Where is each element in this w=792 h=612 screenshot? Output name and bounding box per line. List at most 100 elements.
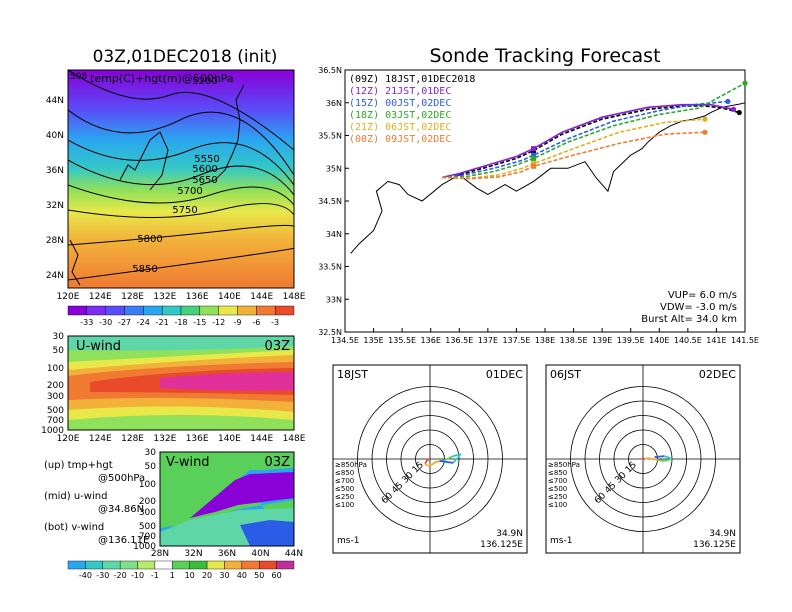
lon-tick-label: 136E: [186, 292, 209, 302]
colorbar-label: -12: [212, 318, 225, 327]
pressure-tick-label: 100: [139, 480, 156, 490]
legend-line: (up) tmp+hgt: [44, 460, 113, 471]
pressure-tick-label: 30: [53, 332, 65, 342]
burst-marker: [531, 146, 537, 152]
lon-tick-label: 144E: [250, 292, 273, 302]
colorbar-swatch: [199, 305, 219, 316]
legend-line: @34.86N: [98, 504, 144, 515]
track-line: [442, 82, 746, 179]
hodograph-segment: [452, 453, 462, 464]
lat-tick-label: 36N: [326, 99, 342, 108]
lat-tick-label: 32N: [46, 201, 64, 211]
hodograph-segment: [424, 459, 428, 465]
lat-tick-label: 28N: [46, 236, 64, 246]
sonde-parameter: VUP= 6.0 m/s: [668, 290, 737, 301]
hodograph-segment: [648, 457, 653, 460]
panel-lat: 34.9N: [496, 529, 523, 539]
lat-tick-label: 34.5N: [318, 197, 342, 206]
contour-label: 5850: [132, 264, 157, 275]
coastline: [119, 131, 169, 191]
pressure-level-legend: ≥850hPa: [335, 461, 367, 469]
pressure-tick-label: 500: [47, 406, 64, 416]
burst-marker: [531, 152, 537, 158]
colorbar-label: -40: [79, 571, 92, 580]
hodograph-segment: [426, 463, 433, 467]
coastline: [199, 84, 245, 186]
contour-label: 5200: [192, 76, 217, 87]
wind-colorbar: -40 -30 -20 -10 -1 1 10 20 30 40 50 60: [67, 560, 295, 580]
track-line: [442, 100, 728, 179]
hodograph-segment: [641, 457, 646, 460]
burst-marker: [531, 155, 537, 161]
hodograph-segment: [424, 463, 428, 467]
contour-label: 5700: [177, 186, 202, 197]
legend-line: @136.11E: [98, 535, 149, 546]
colorbar-label: -3: [271, 318, 279, 327]
track-legend-entry: (18Z) 03JST,02DEC: [349, 110, 451, 121]
colorbar-label: -24: [137, 318, 150, 327]
track-map-panel: 134.5E 135E 135.5E 136E 136.5E 137E 137.5E 138E…: [318, 66, 759, 345]
lon-tick-label: 141.5E: [731, 336, 759, 345]
hodograph-segment: [669, 457, 673, 460]
pressure-level-legend: ≤700: [335, 477, 354, 485]
panel-lon: 136.125E: [480, 540, 523, 550]
track-legend-entry: (21Z) 06JST,02DEC: [349, 122, 451, 133]
burst-point-marker: [730, 106, 737, 112]
lon-tick-label: 136E: [186, 434, 209, 444]
lat-tick-label: 34N: [326, 230, 342, 239]
pressure-tick-label: 50: [53, 346, 65, 356]
pressure-level-legend: ≤250: [335, 493, 354, 501]
colorbar-swatch: [161, 305, 182, 316]
lat-tick-label: 35.5N: [318, 132, 342, 141]
colorbar-label: 60: [272, 571, 282, 580]
lon-tick-label: 132E: [153, 292, 176, 302]
colorbar-label: -21: [156, 318, 169, 327]
colorbar-swatch: [224, 560, 243, 570]
map-field-label: temp(C)+hgt(m)@500hPa: [90, 72, 234, 85]
lon-tick-label: 139.5E: [617, 336, 645, 345]
track-line: [441, 105, 740, 179]
panel-lon: 136.125E: [693, 540, 736, 550]
lat-tick-label: 36N: [46, 166, 64, 176]
legend-line: (mid) u-wind: [44, 491, 107, 502]
pressure-tick-label: 1000: [133, 542, 156, 552]
colorbar-swatch: [256, 305, 276, 316]
track-legend-entry: (00Z) 09JST,02DEC: [349, 134, 451, 145]
lat-tick-label: 33N: [326, 295, 342, 304]
temperature-colorbar: -33 -30 -27 -24 -21 -18 -15 -12 -9 -6 -3: [67, 305, 295, 327]
lat-tick-label: 44N: [46, 96, 64, 106]
panel-time: 18JST: [337, 368, 368, 381]
u-wind-time: 03Z: [265, 339, 291, 354]
colorbar-label: -1: [151, 571, 159, 580]
contour-label: 5550: [194, 154, 219, 165]
lat-tick-label: 32N: [184, 549, 202, 559]
pressure-level-legend: ≤500: [335, 485, 354, 493]
colorbar-swatch: [237, 305, 257, 316]
contour-line: [68, 247, 294, 281]
contour-label: 5600: [192, 164, 217, 175]
hodograph-segment: [663, 455, 671, 459]
burst-point-marker: [702, 129, 708, 135]
track-legend-entry: (15Z) 00JST,02DEC: [349, 98, 451, 109]
pressure-tick-label: 700: [47, 416, 64, 426]
lat-tick-label: 35N: [326, 164, 342, 173]
colorbar-label: 1: [170, 571, 175, 580]
lat-tick-label: 40N: [46, 131, 64, 141]
panel-time: 06JST: [550, 368, 581, 381]
colorbar-swatch: [85, 560, 103, 570]
colorbar-swatch: [172, 560, 190, 570]
lon-tick-label: 134.5E: [331, 336, 359, 345]
hodograph-segment: [426, 458, 431, 461]
colorbar-swatch: [102, 560, 121, 570]
contour-line: [68, 203, 294, 218]
corner-label: 508: [70, 72, 87, 82]
hodograph-segment: [431, 461, 437, 466]
lat-tick-label: 36.5N: [318, 66, 342, 75]
colorbar-swatch: [206, 560, 225, 570]
colorbar-swatch: [241, 560, 260, 570]
panel-unit: ms-1: [550, 536, 572, 546]
panel-date: 02DEC: [699, 368, 736, 381]
pressure-tick-label: 100: [47, 364, 64, 374]
lon-tick-label: 140E: [649, 336, 669, 345]
lat-tick-label: 44N: [285, 549, 303, 559]
